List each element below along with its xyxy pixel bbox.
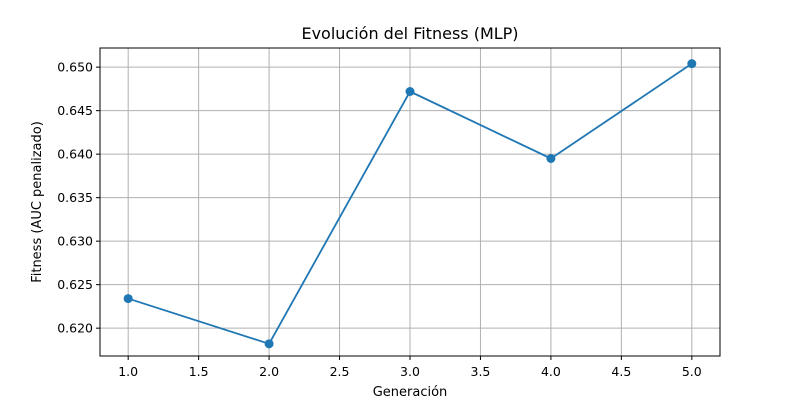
x-tick-label: 3.5 — [471, 364, 491, 379]
series-layer — [123, 59, 697, 349]
x-tick-label: 1.5 — [189, 364, 209, 379]
x-axis-ticks: 1.0 1.5 2.0 2.5 3.0 3.5 4.0 4.5 5.0 — [118, 356, 702, 379]
y-tick-label: 0.625 — [57, 277, 93, 292]
x-tick-label: 4.5 — [611, 364, 631, 379]
x-tick-label: 5.0 — [682, 364, 702, 379]
grid-lines — [100, 48, 720, 356]
data-point — [264, 339, 274, 349]
data-point — [123, 294, 133, 304]
y-tick-label: 0.620 — [57, 321, 93, 336]
data-point — [405, 87, 415, 97]
x-axis-label: Generación — [373, 385, 448, 400]
x-tick-label: 2.5 — [330, 364, 350, 379]
y-tick-label: 0.650 — [57, 60, 93, 75]
y-tick-label: 0.645 — [57, 103, 93, 118]
chart-title: Evolución del Fitness (MLP) — [301, 24, 518, 43]
data-point — [687, 59, 697, 69]
y-axis-ticks: 0.620 0.625 0.630 0.635 0.640 0.645 0.650 — [57, 60, 100, 336]
x-tick-label: 2.0 — [259, 364, 279, 379]
x-tick-label: 4.0 — [541, 364, 561, 379]
y-axis-label: Fitness (AUC penalizado) — [30, 121, 45, 283]
x-tick-label: 3.0 — [400, 364, 420, 379]
y-tick-label: 0.630 — [57, 234, 93, 249]
y-tick-label: 0.640 — [57, 147, 93, 162]
y-tick-label: 0.635 — [57, 190, 93, 205]
data-point — [546, 153, 556, 163]
x-tick-label: 1.0 — [118, 364, 138, 379]
